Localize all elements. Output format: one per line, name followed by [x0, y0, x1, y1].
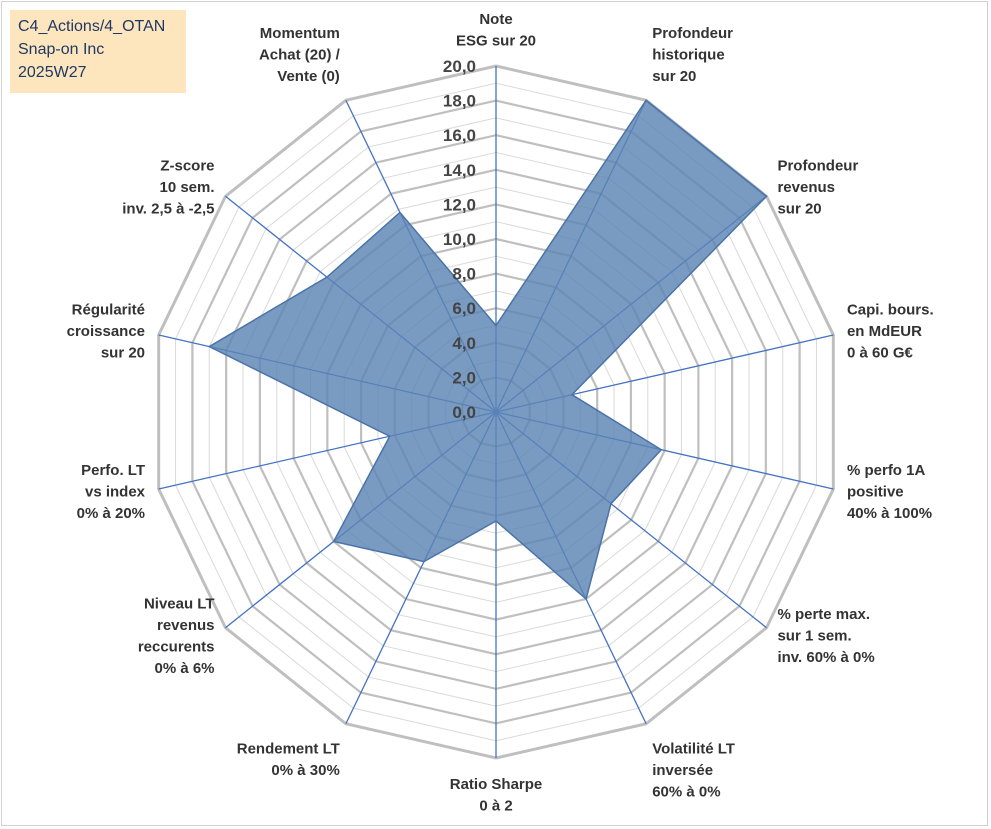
axis-label: Profondeur revenus sur 20: [777, 157, 858, 217]
tick-label: 6,0: [452, 299, 476, 318]
axis-label: Rendement LT 0% à 30%: [237, 740, 340, 779]
axis-label-line: en MdEUR: [847, 323, 922, 340]
axis-label-line: revenus: [157, 617, 215, 634]
axis-label-line: Profondeur: [777, 157, 858, 174]
axis-label-line: Capi. bours.: [847, 302, 934, 319]
axis-label-line: 0 à 2: [479, 798, 512, 815]
axis-label-line: inversée: [652, 762, 713, 779]
axis-label-line: sur 20: [777, 200, 821, 217]
radar-tick-labels: 0,0 2,0 4,0 6,0 8,0 10,0 12,0 14,0 16,0 18,0 20,0: [443, 57, 476, 422]
axis-label-line: 40% à 100%: [847, 505, 932, 522]
axis-label-line: 0% à 30%: [271, 762, 339, 779]
axis-label-line: 0% à 6%: [154, 660, 214, 677]
axis-label-line: ESG sur 20: [456, 33, 536, 50]
axis-label-line: 0% à 20%: [77, 505, 145, 522]
axis-label-line: Vente (0): [277, 68, 340, 85]
tick-label: 20,0: [443, 57, 476, 76]
axis-label-line: sur 1 sem.: [777, 628, 851, 645]
axis-label: Z-score 10 sem. inv. 2,5 à -2,5: [122, 157, 214, 217]
axis-label: Momentum Achat (20) / Vente (0): [259, 25, 341, 85]
axis-label: Régularité croissance sur 20: [67, 302, 145, 362]
axis-label-line: Volatilité LT: [652, 740, 735, 757]
axis-label: Ratio Sharpe 0 à 2: [450, 776, 543, 815]
radar-axis-labels: Note ESG sur 20 Profondeur historique sur 20…: [67, 11, 934, 815]
axis-label-line: 0 à 60 G€: [847, 345, 914, 362]
axis-label-line: historique: [652, 47, 725, 64]
axis-label-line: Rendement LT: [237, 740, 340, 757]
axis-label-line: reccurents: [138, 638, 215, 655]
axis-label-line: inv. 60% à 0%: [777, 649, 874, 666]
tick-label: 16,0: [443, 126, 476, 145]
info-line-2: Snap-on Inc: [18, 41, 105, 58]
axis-label: Perfo. LT vs index 0% à 20%: [77, 462, 146, 522]
axis-label-line: Note: [479, 11, 512, 28]
info-box: C4_Actions/4_OTAN Snap-on Inc 2025W27: [10, 10, 186, 93]
axis-label-line: revenus: [777, 179, 835, 196]
radar-series: [207, 99, 768, 601]
info-line-1: C4_Actions/4_OTAN: [18, 18, 166, 35]
axis-label: % perte max. sur 1 sem. inv. 60% à 0%: [777, 606, 874, 666]
axis-label-line: vs index: [85, 483, 146, 500]
axis-label-line: croissance: [67, 323, 145, 340]
axis-label-line: 60% à 0%: [652, 783, 720, 800]
axis-label: Profondeur historique sur 20: [652, 25, 733, 85]
axis-label-line: Z-score: [160, 157, 214, 174]
tick-label: 10,0: [443, 230, 476, 249]
axis-label: % perfo 1A positive 40% à 100%: [847, 462, 932, 522]
axis-label-line: % perfo 1A: [847, 462, 926, 479]
axis-label-line: Achat (20) /: [259, 47, 341, 64]
axis-label-line: % perte max.: [777, 606, 870, 623]
axis-label-line: Niveau LT: [144, 595, 215, 612]
info-line-3: 2025W27: [18, 64, 87, 81]
tick-label: 12,0: [443, 195, 476, 214]
axis-label-line: 10 sem.: [159, 179, 214, 196]
tick-label: 14,0: [443, 161, 476, 180]
axis-label: Volatilité LT inversée 60% à 0%: [652, 740, 735, 800]
data-area: [207, 99, 768, 601]
axis-label-line: positive: [847, 483, 904, 500]
axis-label-line: sur 20: [652, 68, 696, 85]
axis-label-line: Momentum: [260, 25, 340, 42]
axis-label: Note ESG sur 20: [456, 11, 536, 50]
tick-label: 0,0: [452, 403, 476, 422]
tick-label: 18,0: [443, 92, 476, 111]
tick-label: 2,0: [452, 368, 476, 387]
axis-label: Capi. bours. en MdEUR 0 à 60 G€: [847, 302, 934, 362]
axis-label-line: Régularité: [72, 302, 145, 319]
tick-label: 4,0: [452, 334, 476, 353]
axis-label-line: Ratio Sharpe: [450, 776, 543, 793]
axis-label-line: sur 20: [101, 345, 145, 362]
axis-label-line: inv. 2,5 à -2,5: [122, 200, 214, 217]
axis-label-line: Profondeur: [652, 25, 733, 42]
axis-label: Niveau LT revenus reccurents 0% à 6%: [138, 595, 215, 677]
axis-label-line: Perfo. LT: [81, 462, 145, 479]
tick-label: 8,0: [452, 265, 476, 284]
